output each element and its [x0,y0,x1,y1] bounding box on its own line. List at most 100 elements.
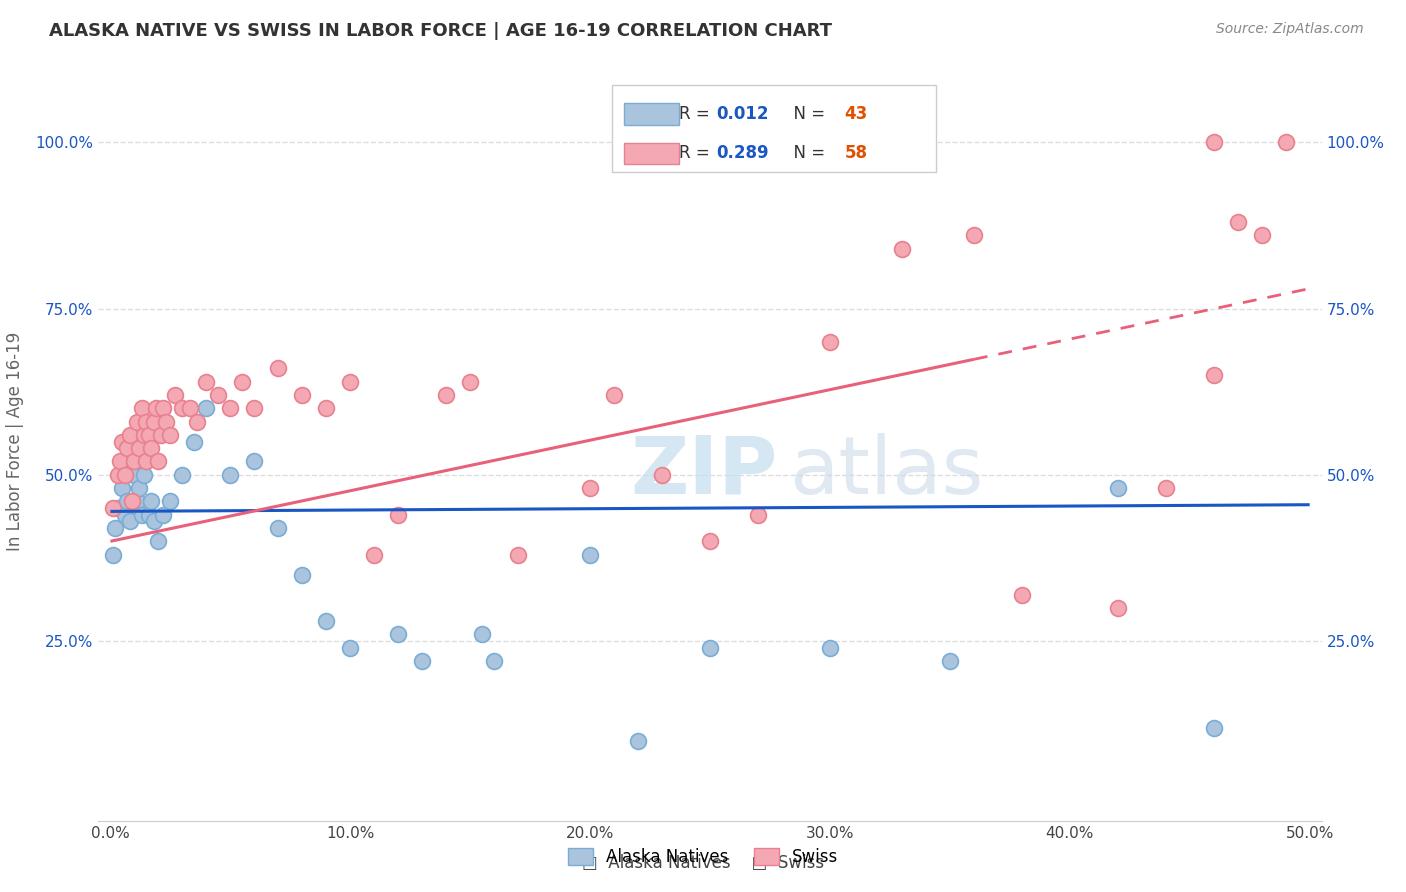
Point [141,494,163,508]
Point [231,375,253,389]
Point [124,441,146,455]
Point [1154,481,1177,495]
Point [121,454,143,468]
Point [132,467,155,482]
Point [471,627,494,641]
Text: N =: N = [783,105,831,123]
Point [939,654,962,668]
Point [1202,721,1225,735]
Point [149,428,172,442]
Text: □  Alaska Natives    □  Swiss: □ Alaska Natives □ Swiss [582,855,824,872]
Point [128,481,150,495]
Text: 43: 43 [845,105,868,123]
Point [363,548,385,562]
Point [651,467,673,482]
Text: 0.012: 0.012 [716,105,769,123]
Point [387,508,409,522]
Point [135,441,157,455]
Point [339,640,361,655]
Point [315,401,337,416]
Point [141,441,163,455]
Text: atlas: atlas [790,433,984,511]
Point [1202,368,1225,382]
Point [152,508,174,522]
Point [128,441,150,455]
Point [114,508,136,522]
Point [172,401,194,416]
Point [107,467,129,482]
Point [115,441,138,455]
Point [291,388,314,402]
Point [142,415,165,429]
Point [183,434,205,449]
Point [1226,215,1249,229]
Point [108,454,131,468]
Point [138,508,160,522]
Point [115,494,138,508]
Point [145,401,167,416]
Point [1274,135,1296,149]
Point [195,401,218,416]
Point [152,401,174,416]
Point [165,388,187,402]
Point [1107,481,1129,495]
Point [579,481,602,495]
Point [195,375,218,389]
Point [125,415,148,429]
Text: 0.289: 0.289 [716,145,769,162]
Point [818,640,841,655]
Point [108,467,131,482]
Point [243,454,266,468]
Point [104,521,127,535]
Point [124,467,146,482]
Point [291,567,314,582]
FancyBboxPatch shape [624,143,679,164]
Point [508,548,530,562]
Point [1107,600,1129,615]
Point [114,467,136,482]
Point [339,375,361,389]
Point [458,375,481,389]
Point [111,481,134,495]
Point [315,614,337,628]
Point [107,501,129,516]
Point [125,494,148,508]
Point [267,521,290,535]
Point [111,434,134,449]
Point [890,242,912,256]
Point [434,388,457,402]
Point [135,454,157,468]
Point [142,514,165,528]
Point [1250,228,1272,243]
Y-axis label: In Labor Force | Age 16-19: In Labor Force | Age 16-19 [7,332,24,551]
Point [186,415,208,429]
Point [118,428,141,442]
Point [699,640,721,655]
Point [1202,135,1225,149]
Point [219,467,242,482]
Point [267,361,290,376]
Point [207,388,229,402]
Point [482,654,505,668]
Text: 58: 58 [845,145,868,162]
Point [243,401,266,416]
Legend: Alaska Natives, Swiss: Alaska Natives, Swiss [560,840,846,875]
FancyBboxPatch shape [624,103,679,125]
Text: R =: R = [679,105,716,123]
Point [963,228,986,243]
Point [603,388,626,402]
Point [747,508,769,522]
Point [148,454,170,468]
Point [818,334,841,349]
Point [172,467,194,482]
Text: Source: ZipAtlas.com: Source: ZipAtlas.com [1216,22,1364,37]
Text: ZIP: ZIP [630,433,778,511]
Point [579,548,602,562]
Text: ALASKA NATIVE VS SWISS IN LABOR FORCE | AGE 16-19 CORRELATION CHART: ALASKA NATIVE VS SWISS IN LABOR FORCE | … [49,22,832,40]
Point [131,508,153,522]
Point [148,534,170,549]
Text: R =: R = [679,145,716,162]
Point [411,654,433,668]
Point [138,428,160,442]
Point [179,401,201,416]
